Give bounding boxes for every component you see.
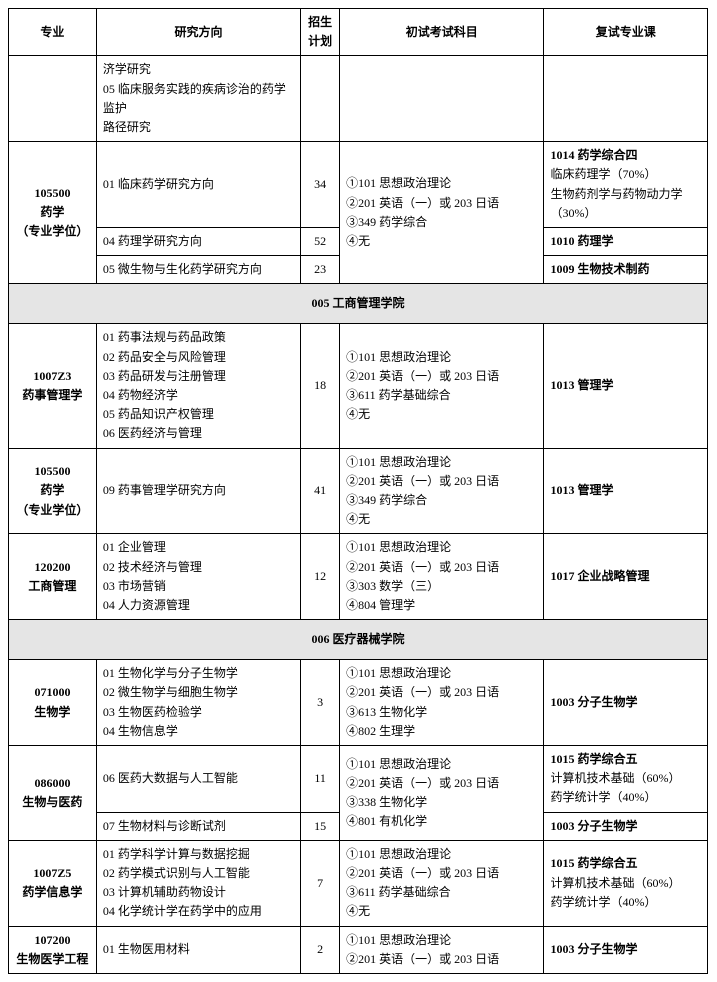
header-major: 专业 xyxy=(9,9,97,56)
cell-reexam: 1003 分子生物学 xyxy=(544,660,708,746)
cell-reexam: 1015 药学综合五 计算机技术基础（60%） 药学统计学（40%） xyxy=(544,746,708,813)
table-row: 071000 生物学 01 生物化学与分子生物学 02 微生物学与细胞生物学 0… xyxy=(9,660,708,746)
reexam-title: 1015 药学综合五 xyxy=(550,856,637,870)
header-exam: 初试考试科目 xyxy=(340,9,544,56)
cell-exam: ①101 思想政治理论 ②201 英语（一）或 203 日语 ③349 药学综合… xyxy=(340,448,544,534)
cell-major: 1007Z3 药事管理学 xyxy=(9,324,97,448)
cell-plan: 52 xyxy=(301,227,340,255)
cell-direction: 01 生物化学与分子生物学 02 微生物学与细胞生物学 03 生物医药检验学 0… xyxy=(96,660,300,746)
table-row: 1007Z5 药学信息学 01 药学科学计算与数据挖掘 02 药学模式识别与人工… xyxy=(9,840,708,926)
cell-direction: 济学研究 05 临床服务实践的疾病诊治的药学监护 路径研究 xyxy=(96,56,300,142)
cell-exam: ①101 思想政治理论 ②201 英语（一）或 203 日语 ③611 药学基础… xyxy=(340,840,544,926)
cell-plan: 15 xyxy=(301,812,340,840)
cell-exam: ①101 思想政治理论 ②201 英语（一）或 203 日语 xyxy=(340,926,544,973)
reexam-title: 1015 药学综合五 xyxy=(550,752,637,766)
cell-major: 105500 药学 （专业学位） xyxy=(9,448,97,534)
cell-reexam: 1017 企业战略管理 xyxy=(544,534,708,620)
cell-direction: 05 微生物与生化药学研究方向 xyxy=(96,256,300,284)
cell-reexam: 1003 分子生物学 xyxy=(544,812,708,840)
cell-direction: 04 药理学研究方向 xyxy=(96,227,300,255)
cell-direction: 01 企业管理 02 技术经济与管理 03 市场营销 04 人力资源管理 xyxy=(96,534,300,620)
cell-exam: ①101 思想政治理论 ②201 英语（一）或 203 日语 ③349 药学综合… xyxy=(340,142,544,284)
table-row: 105500 药学 （专业学位） 09 药事管理学研究方向 41 ①101 思想… xyxy=(9,448,708,534)
table-row: 济学研究 05 临床服务实践的疾病诊治的药学监护 路径研究 xyxy=(9,56,708,142)
cell-major: 107200 生物医学工程 xyxy=(9,926,97,973)
cell-major: 1007Z5 药学信息学 xyxy=(9,840,97,926)
header-plan: 招生 计划 xyxy=(301,9,340,56)
reexam-title: 1014 药学综合四 xyxy=(550,148,637,162)
cell-plan: 41 xyxy=(301,448,340,534)
cell-exam: ①101 思想政治理论 ②201 英语（一）或 203 日语 ③303 数学（三… xyxy=(340,534,544,620)
cell-plan: 18 xyxy=(301,324,340,448)
section-title: 006 医疗器械学院 xyxy=(9,620,708,660)
section-header-006: 006 医疗器械学院 xyxy=(9,620,708,660)
table-row: 1007Z3 药事管理学 01 药事法规与药品政策 02 药品安全与风险管理 0… xyxy=(9,324,708,448)
reexam-sub: 计算机技术基础（60%） 药学统计学（40%） xyxy=(550,771,680,804)
cell-direction: 01 药学科学计算与数据挖掘 02 药学模式识别与人工智能 03 计算机辅助药物… xyxy=(96,840,300,926)
cell-reexam: 1003 分子生物学 xyxy=(544,926,708,973)
cell-plan: 11 xyxy=(301,746,340,813)
cell-reexam: 1013 管理学 xyxy=(544,324,708,448)
cell-major: 120200 工商管理 xyxy=(9,534,97,620)
cell-major-empty xyxy=(9,56,97,142)
cell-major: 071000 生物学 xyxy=(9,660,97,746)
cell-direction: 07 生物材料与诊断试剂 xyxy=(96,812,300,840)
cell-major: 105500 药学 （专业学位） xyxy=(9,142,97,284)
cell-reexam: 1013 管理学 xyxy=(544,448,708,534)
reexam-sub: 计算机技术基础（60%） 药学统计学（40%） xyxy=(550,876,680,909)
table-row: 105500 药学 （专业学位） 01 临床药学研究方向 34 ①101 思想政… xyxy=(9,142,708,228)
cell-plan: 2 xyxy=(301,926,340,973)
cell-direction: 01 生物医用材料 xyxy=(96,926,300,973)
cell-direction: 06 医药大数据与人工智能 xyxy=(96,746,300,813)
cell-plan-empty xyxy=(301,56,340,142)
cell-direction: 01 临床药学研究方向 xyxy=(96,142,300,228)
cell-direction: 09 药事管理学研究方向 xyxy=(96,448,300,534)
reexam-sub: 临床药理学（70%） 生物药剂学与药物动力学（30%） xyxy=(550,167,682,219)
cell-exam-empty xyxy=(340,56,544,142)
cell-exam: ①101 思想政治理论 ②201 英语（一）或 203 日语 ③613 生物化学… xyxy=(340,660,544,746)
cell-plan: 3 xyxy=(301,660,340,746)
cell-exam: ①101 思想政治理论 ②201 英语（一）或 203 日语 ③611 药学基础… xyxy=(340,324,544,448)
cell-direction: 01 药事法规与药品政策 02 药品安全与风险管理 03 药品研发与注册管理 0… xyxy=(96,324,300,448)
cell-major: 086000 生物与医药 xyxy=(9,746,97,841)
section-title: 005 工商管理学院 xyxy=(9,284,708,324)
cell-plan: 23 xyxy=(301,256,340,284)
cell-reexam: 1009 生物技术制药 xyxy=(544,256,708,284)
header-row: 专业 研究方向 招生 计划 初试考试科目 复试专业课 xyxy=(9,9,708,56)
table-row: 107200 生物医学工程 01 生物医用材料 2 ①101 思想政治理论 ②2… xyxy=(9,926,708,973)
table-row: 120200 工商管理 01 企业管理 02 技术经济与管理 03 市场营销 0… xyxy=(9,534,708,620)
cell-plan: 34 xyxy=(301,142,340,228)
section-header-005: 005 工商管理学院 xyxy=(9,284,708,324)
table-row: 086000 生物与医药 06 医药大数据与人工智能 11 ①101 思想政治理… xyxy=(9,746,708,813)
catalog-table: 专业 研究方向 招生 计划 初试考试科目 复试专业课 济学研究 05 临床服务实… xyxy=(8,8,708,974)
cell-exam: ①101 思想政治理论 ②201 英语（一）或 203 日语 ③338 生物化学… xyxy=(340,746,544,841)
cell-plan: 12 xyxy=(301,534,340,620)
header-reexam: 复试专业课 xyxy=(544,9,708,56)
cell-reexam-empty xyxy=(544,56,708,142)
cell-reexam: 1015 药学综合五 计算机技术基础（60%） 药学统计学（40%） xyxy=(544,840,708,926)
header-direction: 研究方向 xyxy=(96,9,300,56)
cell-reexam: 1010 药理学 xyxy=(544,227,708,255)
cell-plan: 7 xyxy=(301,840,340,926)
cell-reexam: 1014 药学综合四 临床药理学（70%） 生物药剂学与药物动力学（30%） xyxy=(544,142,708,228)
